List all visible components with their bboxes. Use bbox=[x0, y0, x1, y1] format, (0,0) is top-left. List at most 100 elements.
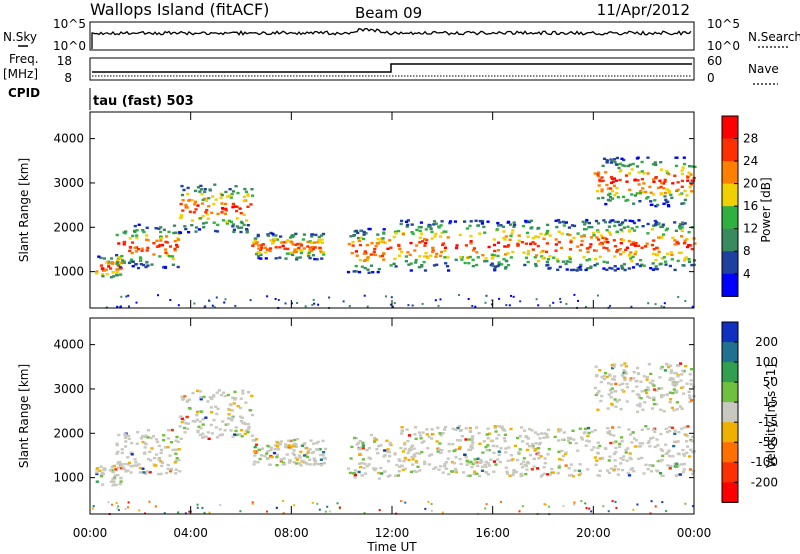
range-cell bbox=[397, 470, 401, 473]
range-cell bbox=[527, 427, 532, 431]
range-cell bbox=[602, 377, 606, 381]
range-cell bbox=[692, 505, 695, 508]
range-cell bbox=[616, 248, 620, 252]
range-cell bbox=[163, 266, 168, 269]
range-cell bbox=[179, 415, 184, 418]
range-cell bbox=[533, 242, 537, 245]
range-cell bbox=[278, 256, 282, 259]
range-cell bbox=[590, 448, 594, 452]
range-cell bbox=[534, 264, 538, 268]
range-cell bbox=[418, 434, 423, 437]
range-cell bbox=[306, 450, 310, 453]
range-cell bbox=[277, 299, 280, 301]
range-cell bbox=[402, 460, 406, 463]
range-cell bbox=[600, 188, 604, 191]
range-cell bbox=[595, 459, 599, 462]
range-cell bbox=[586, 426, 591, 430]
range-cell bbox=[415, 228, 419, 232]
range-cell bbox=[393, 453, 397, 456]
range-cell bbox=[171, 263, 175, 266]
range-cell bbox=[664, 198, 668, 202]
range-cell bbox=[208, 299, 211, 302]
range-cell bbox=[611, 197, 615, 200]
range-cell bbox=[640, 390, 644, 393]
range-cell bbox=[494, 463, 498, 466]
range-cell bbox=[338, 506, 341, 509]
velocity-ylabel: Slant Range [km] bbox=[17, 364, 31, 468]
range-cell bbox=[683, 239, 687, 242]
range-cell bbox=[648, 381, 652, 384]
range-cell bbox=[683, 222, 687, 225]
range-cell bbox=[209, 406, 213, 409]
range-cell bbox=[437, 448, 441, 451]
range-cell bbox=[373, 247, 377, 251]
range-cell bbox=[266, 234, 270, 237]
range-cell bbox=[201, 198, 205, 201]
range-cell bbox=[245, 219, 249, 222]
range-cell bbox=[585, 247, 590, 250]
range-cell bbox=[448, 220, 453, 223]
range-cell bbox=[353, 469, 357, 472]
range-cell bbox=[142, 230, 146, 234]
range-cell bbox=[518, 435, 522, 438]
range-cell bbox=[353, 473, 357, 477]
range-cell bbox=[682, 468, 686, 471]
range-cell bbox=[615, 191, 619, 195]
range-cell bbox=[484, 470, 488, 474]
range-cell bbox=[470, 446, 474, 450]
range-cell bbox=[469, 240, 473, 243]
range-cell bbox=[120, 254, 124, 258]
range-cell bbox=[572, 236, 576, 239]
range-cell bbox=[619, 253, 623, 256]
range-cell bbox=[513, 444, 517, 448]
range-cell bbox=[554, 219, 558, 222]
range-cell bbox=[419, 221, 423, 224]
range-cell bbox=[568, 437, 572, 440]
range-cell bbox=[204, 435, 208, 438]
range-cell bbox=[624, 448, 628, 452]
range-cell bbox=[568, 248, 573, 251]
range-cell bbox=[548, 304, 551, 307]
range-cell bbox=[403, 456, 407, 460]
range-cell bbox=[554, 249, 558, 252]
range-cell bbox=[633, 252, 637, 256]
range-cell bbox=[652, 248, 656, 251]
range-cell bbox=[123, 232, 127, 235]
range-cell bbox=[673, 391, 677, 394]
range-cell bbox=[404, 255, 408, 258]
range-cell bbox=[116, 462, 120, 465]
range-cell bbox=[599, 380, 603, 384]
range-cell bbox=[684, 300, 687, 302]
range-cell bbox=[291, 302, 293, 305]
range-cell bbox=[121, 466, 125, 469]
range-cell bbox=[494, 265, 498, 268]
range-cell bbox=[643, 401, 647, 404]
range-cell bbox=[635, 157, 639, 160]
range-cell bbox=[687, 260, 692, 264]
range-cell bbox=[658, 179, 662, 182]
range-cell bbox=[376, 237, 380, 241]
range-cell bbox=[526, 249, 531, 253]
range-cell bbox=[110, 465, 114, 469]
range-cell bbox=[232, 228, 236, 231]
range-cell bbox=[576, 232, 580, 235]
range-cell bbox=[688, 400, 692, 404]
range-cell bbox=[158, 255, 162, 258]
range-cell bbox=[239, 212, 243, 215]
range-cell bbox=[313, 246, 317, 249]
range-cell bbox=[377, 471, 381, 475]
range-cell bbox=[559, 301, 562, 304]
range-cell bbox=[194, 226, 199, 229]
range-cell bbox=[361, 442, 365, 446]
range-cell bbox=[677, 251, 682, 254]
range-cell bbox=[649, 372, 653, 376]
range-cell bbox=[193, 200, 198, 203]
range-cell bbox=[124, 230, 128, 233]
range-cell bbox=[144, 434, 148, 437]
range-cell bbox=[160, 461, 165, 464]
range-cell bbox=[358, 258, 362, 262]
range-cell bbox=[496, 264, 500, 268]
range-cell bbox=[250, 434, 254, 437]
range-cell bbox=[383, 241, 387, 244]
range-cell bbox=[504, 466, 508, 469]
